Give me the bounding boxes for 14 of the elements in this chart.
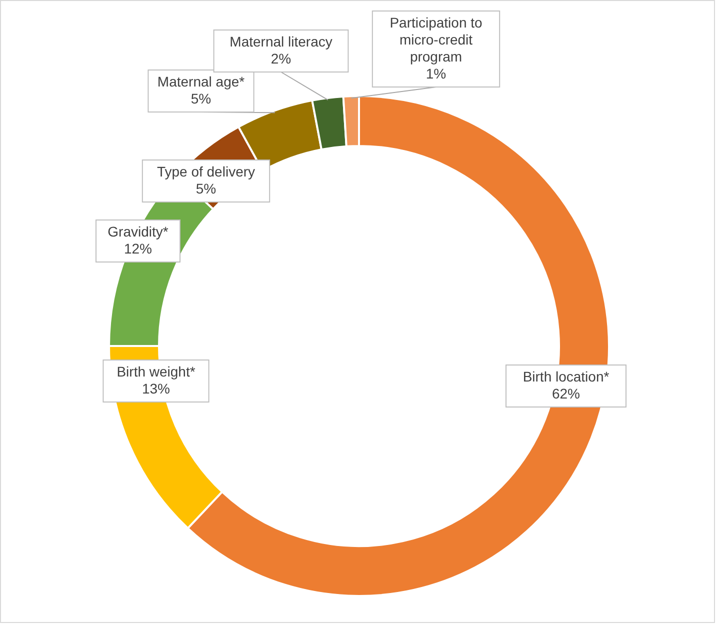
slice-label: Participation to micro-credit program	[390, 14, 483, 64]
slice-label: Maternal age*	[157, 74, 246, 90]
slice-label: Maternal literacy	[230, 34, 332, 50]
slice-label: Gravidity*	[108, 224, 169, 240]
slice-label: Birth weight*	[116, 364, 196, 380]
data-label: 1%	[426, 66, 446, 82]
data-label: 62%	[552, 386, 580, 402]
data-label: 12%	[124, 240, 152, 256]
data-label: 13%	[142, 380, 170, 396]
slice-label: Type of delivery	[156, 164, 256, 180]
data-label: 2%	[270, 50, 292, 66]
data-label: 5%	[196, 180, 216, 196]
slice-label: Birth location*	[522, 368, 610, 384]
data-label: 5%	[190, 90, 212, 106]
